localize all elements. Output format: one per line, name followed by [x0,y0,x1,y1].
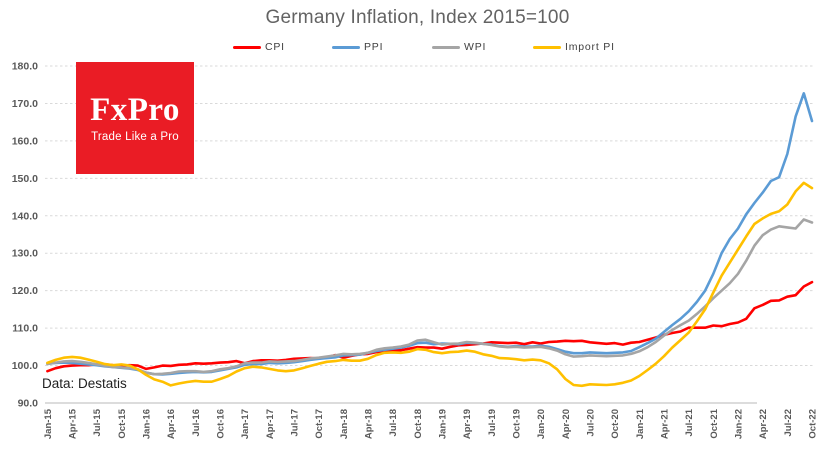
legend-item-ppi: PPI [332,40,383,54]
series-line-import-pi [46,181,814,388]
legend-swatch [332,45,360,49]
x-axis-label: Jan-18 [339,409,350,439]
logo-wordmark: FxPro [90,91,180,128]
x-axis-label: Jan-21 [635,408,646,439]
x-axis-label: Jul-20 [586,409,597,436]
legend-label: WPI [464,41,487,53]
x-axis-label: Jan-17 [240,409,251,439]
x-axis-label: Apr-22 [758,409,769,439]
series-line-wpi [46,218,814,376]
x-axis-label: Apr-18 [364,409,375,439]
logo-tagline: Trade Like a Pro [91,130,179,143]
x-axis-label: Jul-17 [290,409,301,436]
y-axis-label: 140.0 [12,210,38,222]
x-axis-label: Jan-20 [536,409,547,439]
legend-item-import-pi: Import PI [533,40,615,54]
y-axis-label: 100.0 [12,360,38,372]
y-axis-label: 120.0 [12,285,38,297]
x-axis-label: Apr-19 [462,409,473,439]
y-axis-label: 130.0 [12,248,38,260]
x-axis-label: Oct-15 [117,408,128,438]
x-axis-label: Oct-17 [314,409,325,439]
y-axis-label: 150.0 [12,173,38,185]
x-axis-label: Jul-21 [684,408,695,436]
chart-title: Germany Inflation, Index 2015=100 [265,7,570,28]
x-axis-label: Jan-22 [734,409,745,439]
y-axis-label: 180.0 [12,61,38,73]
x-axis-label: Jul-16 [191,409,202,436]
y-axis-label: 90.0 [18,398,39,410]
x-axis-label: Jan-16 [142,409,153,439]
x-axis-label: Apr-17 [265,409,276,439]
x-axis-label: Jan-19 [438,409,449,439]
x-axis-label: Apr-16 [166,409,177,439]
x-axis-label: Oct-21 [709,408,720,438]
legend-label: PPI [364,41,384,53]
y-axis-label: 170.0 [12,98,38,110]
legend-label: Import PI [565,41,615,53]
x-axis-label: Jul-22 [783,409,794,436]
y-axis-label: 160.0 [12,135,38,147]
chart-legend: CPI PPI WPI Import PI [0,40,835,54]
x-axis-label: Jul-19 [487,409,498,436]
source-note: Data: Destatis [42,376,127,391]
x-axis-label: Oct-22 [808,409,819,439]
legend-swatch [233,45,261,49]
y-axis-label: 110.0 [12,323,38,335]
x-axis-label: Jul-18 [388,409,399,436]
x-axis-label: Jan-15 [43,408,54,439]
legend-swatch [432,45,460,49]
legend-swatch [533,45,561,49]
legend-item-cpi: CPI [233,40,285,54]
fxpro-logo: FxPro Trade Like a Pro [76,62,194,174]
x-axis-label: Apr-21 [660,408,671,439]
series-line-cpi [46,280,814,373]
x-axis-label: Jul-15 [92,408,103,436]
legend-label: CPI [265,41,285,53]
x-axis-label: Oct-16 [216,409,227,439]
x-axis-label: Apr-20 [561,409,572,439]
x-axis-label: Oct-19 [512,409,523,439]
legend-item-wpi: WPI [432,40,486,54]
x-axis-label: Apr-15 [68,408,79,439]
x-axis-label: Oct-20 [610,409,621,439]
x-axis-label: Oct-18 [413,409,424,439]
